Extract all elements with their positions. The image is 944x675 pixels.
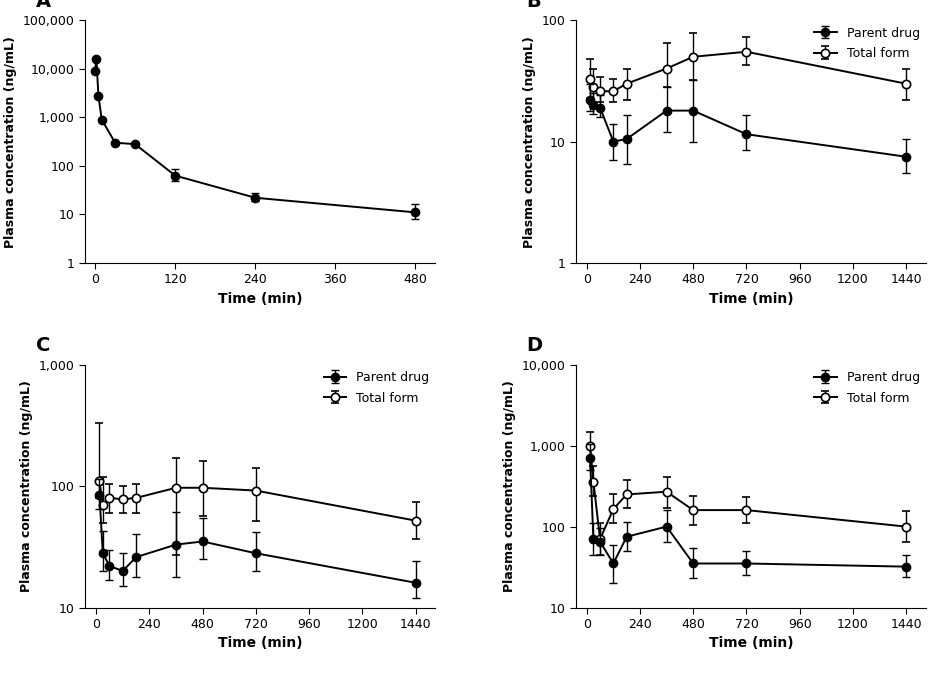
X-axis label: Time (min): Time (min) [708, 637, 792, 651]
Y-axis label: Plasma concentration (ng/mL): Plasma concentration (ng/mL) [4, 36, 17, 248]
Y-axis label: Plasma concentration (ng/mL): Plasma concentration (ng/mL) [502, 380, 515, 592]
X-axis label: Time (min): Time (min) [708, 292, 792, 306]
X-axis label: Time (min): Time (min) [218, 637, 302, 651]
Legend: Parent drug, Total form: Parent drug, Total form [318, 366, 434, 410]
Text: C: C [36, 336, 50, 355]
Text: B: B [526, 0, 541, 11]
Legend: Parent drug, Total form: Parent drug, Total form [808, 366, 924, 410]
Legend: Parent drug, Total form: Parent drug, Total form [808, 22, 924, 65]
X-axis label: Time (min): Time (min) [218, 292, 302, 306]
Y-axis label: Plasma concentration (ng/mL): Plasma concentration (ng/mL) [522, 36, 535, 248]
Text: A: A [36, 0, 51, 11]
Y-axis label: Plasma concentration (ng/mL): Plasma concentration (ng/mL) [20, 380, 33, 592]
Text: D: D [526, 336, 542, 355]
